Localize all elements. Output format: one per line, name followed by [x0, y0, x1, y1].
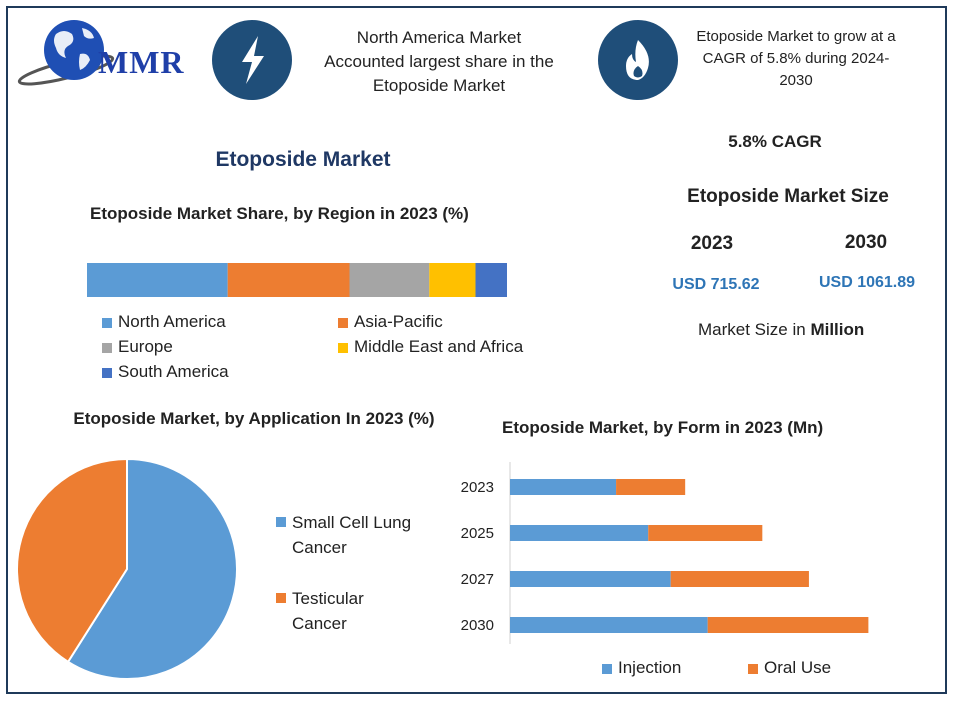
- form-bar-injection: [510, 617, 708, 633]
- y-tick-label: 2030: [461, 617, 494, 634]
- legend-label: North America: [118, 312, 226, 331]
- unit-prefix: Market Size in: [698, 320, 811, 339]
- legend-label: Injection: [618, 658, 682, 677]
- application-pie: [16, 457, 238, 680]
- y-tick-label: 2025: [461, 525, 494, 542]
- infographic-frame: [6, 6, 947, 694]
- region-legend-item: North America: [102, 312, 226, 332]
- info2-badge: [598, 20, 678, 100]
- form-bar-oral-use: [707, 617, 869, 633]
- pie-slice-testicular-cancer: [16, 457, 128, 664]
- region-segment-middle-east-and-africa: [429, 263, 476, 297]
- lightning-icon: [242, 36, 264, 84]
- legend-swatch: [602, 663, 612, 674]
- application-chart-title: Etoposide Market, by Application In 2023…: [73, 409, 435, 428]
- region-legend-item: Middle East and Africa: [338, 337, 523, 357]
- region-segment-south-america: [475, 263, 507, 297]
- year-2023-label: 2023: [690, 233, 734, 254]
- info2-line: Etoposide Market to grow at a: [696, 28, 896, 45]
- legend-swatch: [276, 593, 286, 603]
- pie-legend-item: Small Cell Lung Cancer: [276, 510, 426, 560]
- legend-swatch: [748, 663, 758, 674]
- main-title: Etoposide Market: [215, 148, 391, 171]
- y-tick-label: 2023: [461, 479, 494, 496]
- region-chart-title: Etoposide Market Share, by Region in 202…: [90, 204, 469, 223]
- info2-text: Etoposide Market to grow at a CAGR of 5.…: [676, 26, 916, 92]
- logo-text: MMR: [98, 44, 185, 80]
- form-legend-item: Injection: [602, 658, 681, 678]
- region-segment-north-america: [87, 263, 228, 297]
- info1-badge: [212, 20, 292, 100]
- pie-legend-item: Testicular Cancer: [276, 586, 426, 636]
- legend-swatch: [338, 317, 348, 328]
- form-legend-item: Oral Use: [748, 658, 831, 678]
- region-legend-item: South America: [102, 362, 229, 382]
- legend-swatch: [338, 342, 348, 353]
- legend-swatch: [102, 367, 112, 378]
- form-bar-oral-use: [648, 525, 763, 541]
- region-legend-item: Asia-Pacific: [338, 312, 443, 332]
- market-size-title: Etoposide Market Size: [687, 186, 889, 207]
- year-2030-label: 2030: [844, 232, 888, 253]
- market-size-unit: Market Size in Million: [698, 320, 864, 340]
- form-chart-title: Etoposide Market, by Form in 2023 (Mn): [502, 418, 824, 437]
- legend-label: Testicular Cancer: [292, 589, 364, 633]
- region-segment-europe: [349, 263, 430, 297]
- region-share-bar: [87, 263, 507, 297]
- info1-line: Accounted largest share in the: [324, 52, 554, 71]
- cagr-label: 5.8% CAGR: [728, 132, 822, 151]
- pie-slice-small-cell-lung-cancer: [66, 457, 238, 680]
- legend-label: Small Cell Lung Cancer: [292, 513, 412, 557]
- form-bar-oral-use: [616, 479, 686, 495]
- legend-label: Oral Use: [764, 658, 832, 677]
- value-2030: USD 1061.89: [818, 274, 916, 291]
- form-bar-injection: [510, 479, 617, 495]
- info2-line: 2030: [779, 72, 813, 89]
- legend-swatch: [102, 342, 112, 353]
- value-2023: USD 715.62: [672, 276, 760, 293]
- y-tick-label: 2027: [461, 571, 494, 588]
- legend-swatch: [102, 317, 112, 328]
- legend-label: South America: [118, 362, 229, 381]
- info1-text: North America Market Accounted largest s…: [300, 26, 578, 98]
- region-segment-asia-pacific: [227, 263, 350, 297]
- region-legend-item: Europe: [102, 337, 173, 357]
- flame-icon: [626, 40, 649, 80]
- info1-line: Etoposide Market: [372, 76, 506, 95]
- legend-label: Europe: [118, 337, 173, 356]
- legend-label: Asia-Pacific: [354, 312, 443, 331]
- unit-bold: Million: [810, 320, 865, 339]
- legend-label: Middle East and Africa: [354, 337, 524, 356]
- form-bar-injection: [510, 571, 671, 587]
- legend-swatch: [276, 517, 286, 527]
- mmr-logo: MMR: [16, 14, 196, 86]
- info2-line: CAGR of 5.8% during 2024-: [702, 50, 890, 67]
- info1-line: North America Market: [356, 28, 522, 47]
- form-bar-injection: [510, 525, 649, 541]
- form-bar-chart: 2023 2025 2027 2030: [461, 462, 869, 644]
- form-bar-oral-use: [670, 571, 809, 587]
